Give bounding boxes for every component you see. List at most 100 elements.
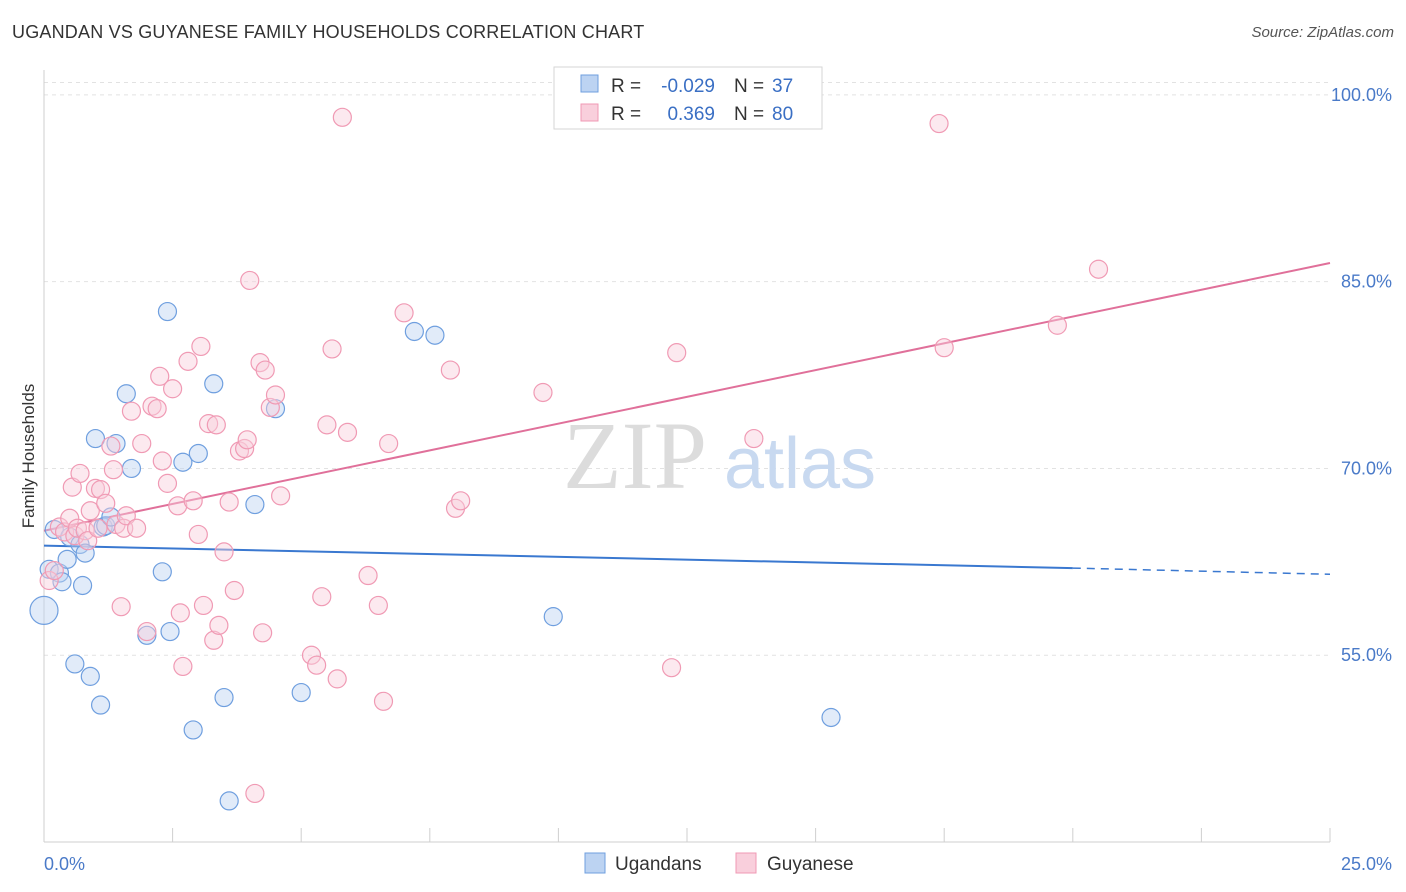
guyanese-point-56 [265, 385, 286, 405]
guyanese-point-74 [533, 382, 553, 403]
series-legend: Ugandans Guyanese [584, 852, 854, 875]
guyanese-point-42 [206, 415, 226, 435]
guyanese-point-31 [163, 379, 183, 399]
guyanese-point-66 [358, 565, 378, 586]
x-tick-labels: 0.0% 25.0% [44, 854, 1392, 874]
guyanese-point-8 [70, 463, 90, 484]
guyanese-point-57 [271, 486, 291, 506]
ugandans-point-28 [214, 687, 234, 708]
guyanese-point-22 [121, 401, 142, 421]
bottom-legend-swatch-guyanese [735, 852, 757, 874]
guyanese-point-6 [65, 526, 85, 546]
axes [43, 70, 1331, 843]
guyanese-point-40 [199, 414, 219, 434]
ugandans-point-7 [65, 654, 85, 674]
guyanese-point-58 [301, 645, 322, 665]
guyanese-point-76 [667, 343, 687, 363]
guyanese-point-28 [150, 366, 170, 386]
legend-r-label-0: R = [611, 76, 641, 97]
chart-title: UGANDAN VS GUYANESE FAMILY HOUSEHOLDS CO… [12, 22, 645, 42]
guyanese-point-45 [219, 492, 239, 512]
guyanese-point-24 [132, 433, 152, 454]
guyanese-trend-line [43, 262, 1331, 532]
watermark-atlas: atlas [724, 424, 876, 504]
guyanese-point-17 [103, 460, 124, 480]
guyanese-point-43 [209, 615, 229, 635]
legend-n-value-0: 37 [772, 76, 793, 97]
ugandans-trend-extension [1072, 567, 1331, 576]
guyanese-point-19 [111, 597, 131, 617]
guyanese-point-55 [260, 397, 280, 418]
guyanese-point-36 [183, 491, 203, 511]
y-tick-label-1: 70.0% [1341, 458, 1392, 478]
guyanese-point-75 [661, 658, 682, 678]
ugandans-point-25 [183, 720, 203, 740]
guyanese-point-33 [170, 603, 190, 623]
chart-source: Source: ZipAtlas.com [1251, 24, 1394, 41]
guyanese-point-13 [88, 518, 108, 538]
guyanese-point-61 [317, 415, 337, 435]
guyanese-point-37 [188, 524, 208, 545]
ugandans-point-10 [75, 543, 95, 563]
ugandans-point-18 [116, 384, 136, 404]
ugandans-point-9 [72, 575, 93, 596]
legend-box [553, 66, 823, 130]
bottom-legend-label-guyanese: Guyanese [767, 854, 854, 875]
guyanese-point-29 [152, 451, 172, 471]
guyanese-point-15 [96, 493, 116, 513]
guyanese-point-39 [193, 595, 214, 616]
guyanese-point-16 [101, 436, 121, 456]
guyanese-point-35 [178, 351, 198, 371]
guyanese-point-60 [312, 587, 332, 607]
guyanese-point-25 [137, 621, 157, 642]
guyanese-point-69 [379, 433, 399, 454]
guyanese-point-71 [440, 360, 460, 380]
guyanese-point-68 [373, 691, 394, 711]
legend-swatch-guyanese [580, 103, 599, 122]
y-tick-labels: 55.0% 70.0% 85.0% 100.0% [1331, 85, 1392, 665]
guyanese-point-23 [126, 518, 147, 538]
watermark: ZIP atlas [563, 402, 876, 509]
ugandans-point-34 [425, 325, 445, 345]
guyanese-point-0 [39, 570, 59, 591]
guyanese-point-54 [255, 360, 275, 380]
ugandans-point-12 [85, 428, 106, 449]
guyanese-point-49 [237, 430, 257, 450]
guyanese-points [39, 107, 1109, 804]
guyanese-point-11 [80, 501, 100, 521]
legend-r-value-0: -0.029 [661, 76, 715, 97]
watermark-zip: ZIP [563, 402, 707, 509]
ugandans-point-23 [160, 621, 180, 642]
ugandans-point-36 [821, 707, 841, 728]
legend-n-value-1: 80 [772, 104, 793, 125]
ugandans-point-19 [121, 458, 142, 479]
guyanese-point-70 [394, 303, 414, 323]
ugandans-point-32 [291, 682, 311, 703]
ugandans-point-26 [188, 443, 208, 464]
guyanese-point-59 [307, 655, 327, 675]
guyanese-point-7 [67, 518, 88, 538]
guyanese-point-26 [142, 396, 162, 416]
guyanese-point-46 [224, 580, 244, 601]
guyanese-point-53 [253, 623, 273, 643]
guyanese-point-77 [744, 428, 764, 449]
ugandans-point-33 [404, 321, 424, 342]
guyanese-point-41 [204, 630, 224, 650]
y-tick-label-3: 100.0% [1331, 85, 1392, 105]
ugandans-point-29 [219, 791, 239, 811]
ugandans-point-24 [173, 452, 193, 472]
y-tick-label-0: 55.0% [1341, 645, 1392, 665]
legend-r-value-1: 0.369 [667, 104, 715, 125]
guyanese-point-63 [327, 669, 347, 689]
guyanese-point-34 [173, 656, 193, 677]
legend-swatch-ugandans [580, 74, 599, 93]
guyanese-point-47 [229, 441, 250, 461]
ugandans-point-30 [245, 494, 265, 515]
guyanese-point-44 [214, 542, 234, 562]
x-tick-label-0: 0.0% [44, 854, 85, 874]
legend-n-label-0: N = [734, 76, 764, 97]
ugandans-point-5 [57, 549, 77, 569]
x-tick-label-1: 25.0% [1341, 854, 1392, 874]
ugandans-point-11 [80, 666, 100, 686]
